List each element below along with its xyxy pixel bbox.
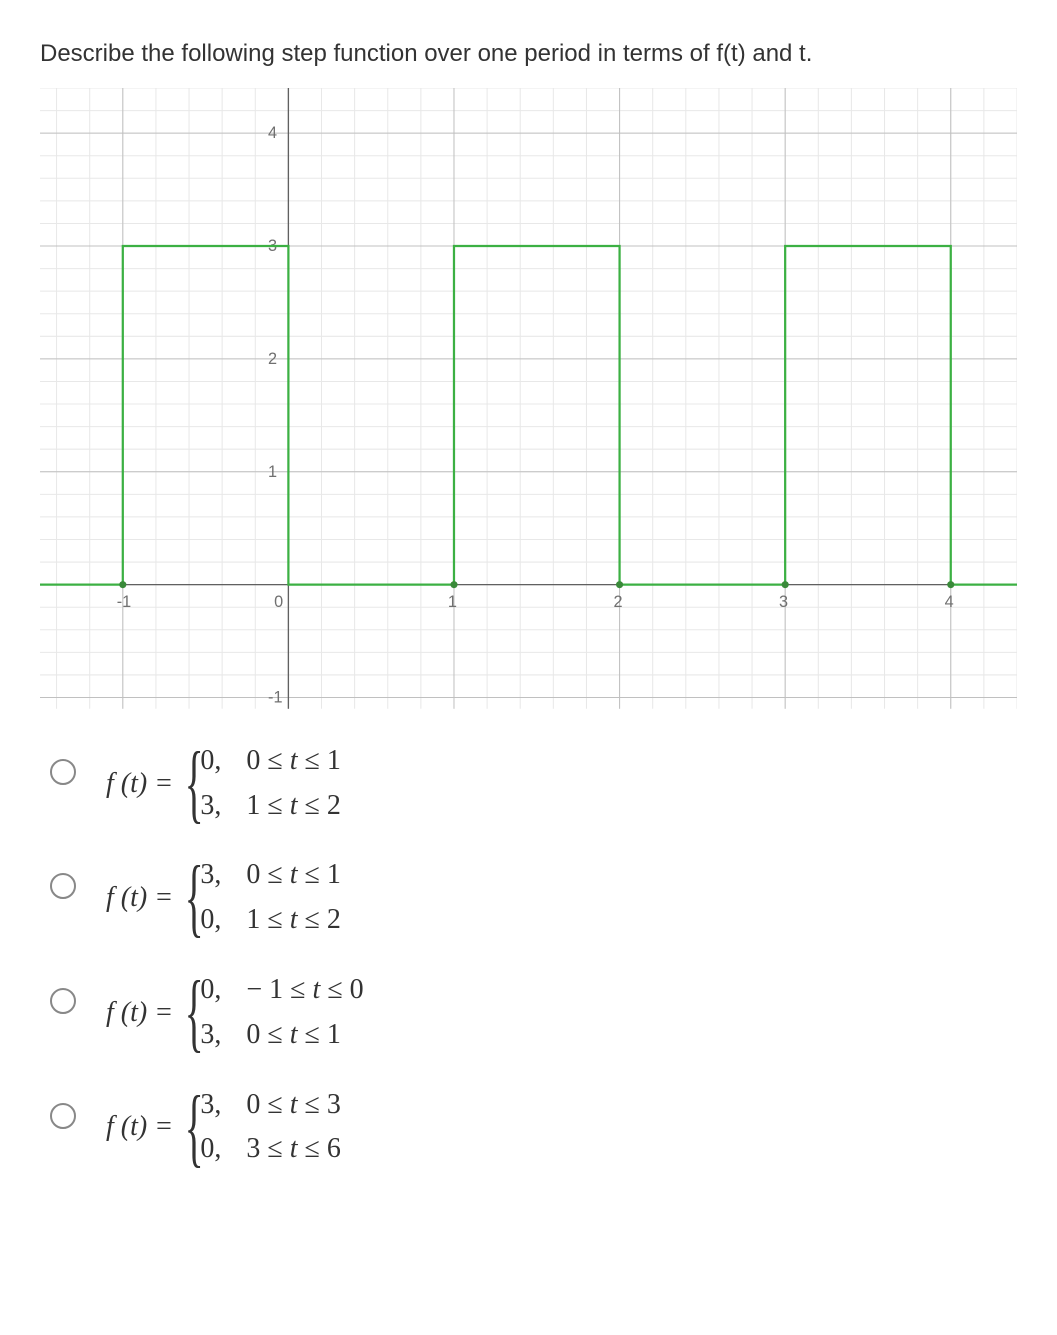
left-brace-icon: {: [185, 1097, 204, 1159]
case-value: 3,: [200, 853, 246, 898]
svg-text:4: 4: [268, 124, 277, 142]
case-condition: − 1 ≤ t ≤ 0: [246, 968, 363, 1013]
case-row: 0,3 ≤ t ≤ 6: [200, 1127, 341, 1172]
svg-text:4: 4: [945, 593, 954, 611]
svg-text:2: 2: [613, 593, 622, 611]
equation: f (t) = {3,0 ≤ t ≤ 10,1 ≤ t ≤ 2: [106, 853, 341, 943]
left-brace-icon: {: [185, 982, 204, 1044]
equation: f (t) = {3,0 ≤ t ≤ 30,3 ≤ t ≤ 6: [106, 1083, 341, 1173]
case-condition: 0 ≤ t ≤ 3: [246, 1083, 341, 1128]
answer-option[interactable]: f (t) = {3,0 ≤ t ≤ 10,1 ≤ t ≤ 2: [50, 853, 1017, 943]
svg-text:1: 1: [268, 463, 277, 481]
svg-text:-1: -1: [268, 689, 282, 707]
question-text: Describe the following step function ove…: [40, 40, 1017, 68]
case-condition: 0 ≤ t ≤ 1: [246, 853, 341, 898]
equation: f (t) = {0,− 1 ≤ t ≤ 03,0 ≤ t ≤ 1: [106, 968, 364, 1058]
case-value: 3,: [200, 1013, 246, 1058]
svg-text:3: 3: [779, 593, 788, 611]
case-condition: 3 ≤ t ≤ 6: [246, 1127, 341, 1172]
case-row: 3,1 ≤ t ≤ 2: [200, 784, 341, 829]
equation-lhs: f (t) =: [106, 997, 173, 1029]
left-brace-icon: {: [185, 867, 204, 929]
case-row: 0,1 ≤ t ≤ 2: [200, 898, 341, 943]
case-row: 0,− 1 ≤ t ≤ 0: [200, 968, 363, 1013]
case-row: 0,0 ≤ t ≤ 1: [200, 739, 341, 784]
equation: f (t) = {0,0 ≤ t ≤ 13,1 ≤ t ≤ 2: [106, 739, 341, 829]
equation-lhs: f (t) =: [106, 1111, 173, 1143]
case-condition: 0 ≤ t ≤ 1: [246, 739, 341, 784]
radio-button[interactable]: [50, 759, 76, 785]
svg-text:-1: -1: [117, 593, 131, 611]
answer-option[interactable]: f (t) = {0,0 ≤ t ≤ 13,1 ≤ t ≤ 2: [50, 739, 1017, 829]
answer-option[interactable]: f (t) = {3,0 ≤ t ≤ 30,3 ≤ t ≤ 6: [50, 1083, 1017, 1173]
equation-lhs: f (t) =: [106, 882, 173, 914]
case-condition: 1 ≤ t ≤ 2: [246, 784, 341, 829]
case-value: 0,: [200, 898, 246, 943]
svg-text:2: 2: [268, 350, 277, 368]
case-row: 3,0 ≤ t ≤ 1: [200, 853, 341, 898]
radio-button[interactable]: [50, 1103, 76, 1129]
equation-lhs: f (t) =: [106, 768, 173, 800]
case-value: 3,: [200, 784, 246, 829]
svg-text:1: 1: [448, 593, 457, 611]
case-value: 0,: [200, 968, 246, 1013]
case-condition: 1 ≤ t ≤ 2: [246, 898, 341, 943]
case-value: 0,: [200, 739, 246, 784]
step-chart: -101234-11234: [40, 88, 1017, 714]
radio-button[interactable]: [50, 873, 76, 899]
case-row: 3,0 ≤ t ≤ 1: [200, 1013, 363, 1058]
radio-button[interactable]: [50, 988, 76, 1014]
case-value: 0,: [200, 1127, 246, 1172]
case-value: 3,: [200, 1083, 246, 1128]
case-condition: 0 ≤ t ≤ 1: [246, 1013, 341, 1058]
left-brace-icon: {: [185, 753, 204, 815]
svg-text:0: 0: [274, 593, 283, 611]
answer-option[interactable]: f (t) = {0,− 1 ≤ t ≤ 03,0 ≤ t ≤ 1: [50, 968, 1017, 1058]
case-row: 3,0 ≤ t ≤ 3: [200, 1083, 341, 1128]
options-group: f (t) = {0,0 ≤ t ≤ 13,1 ≤ t ≤ 2f (t) = {…: [40, 739, 1017, 1172]
